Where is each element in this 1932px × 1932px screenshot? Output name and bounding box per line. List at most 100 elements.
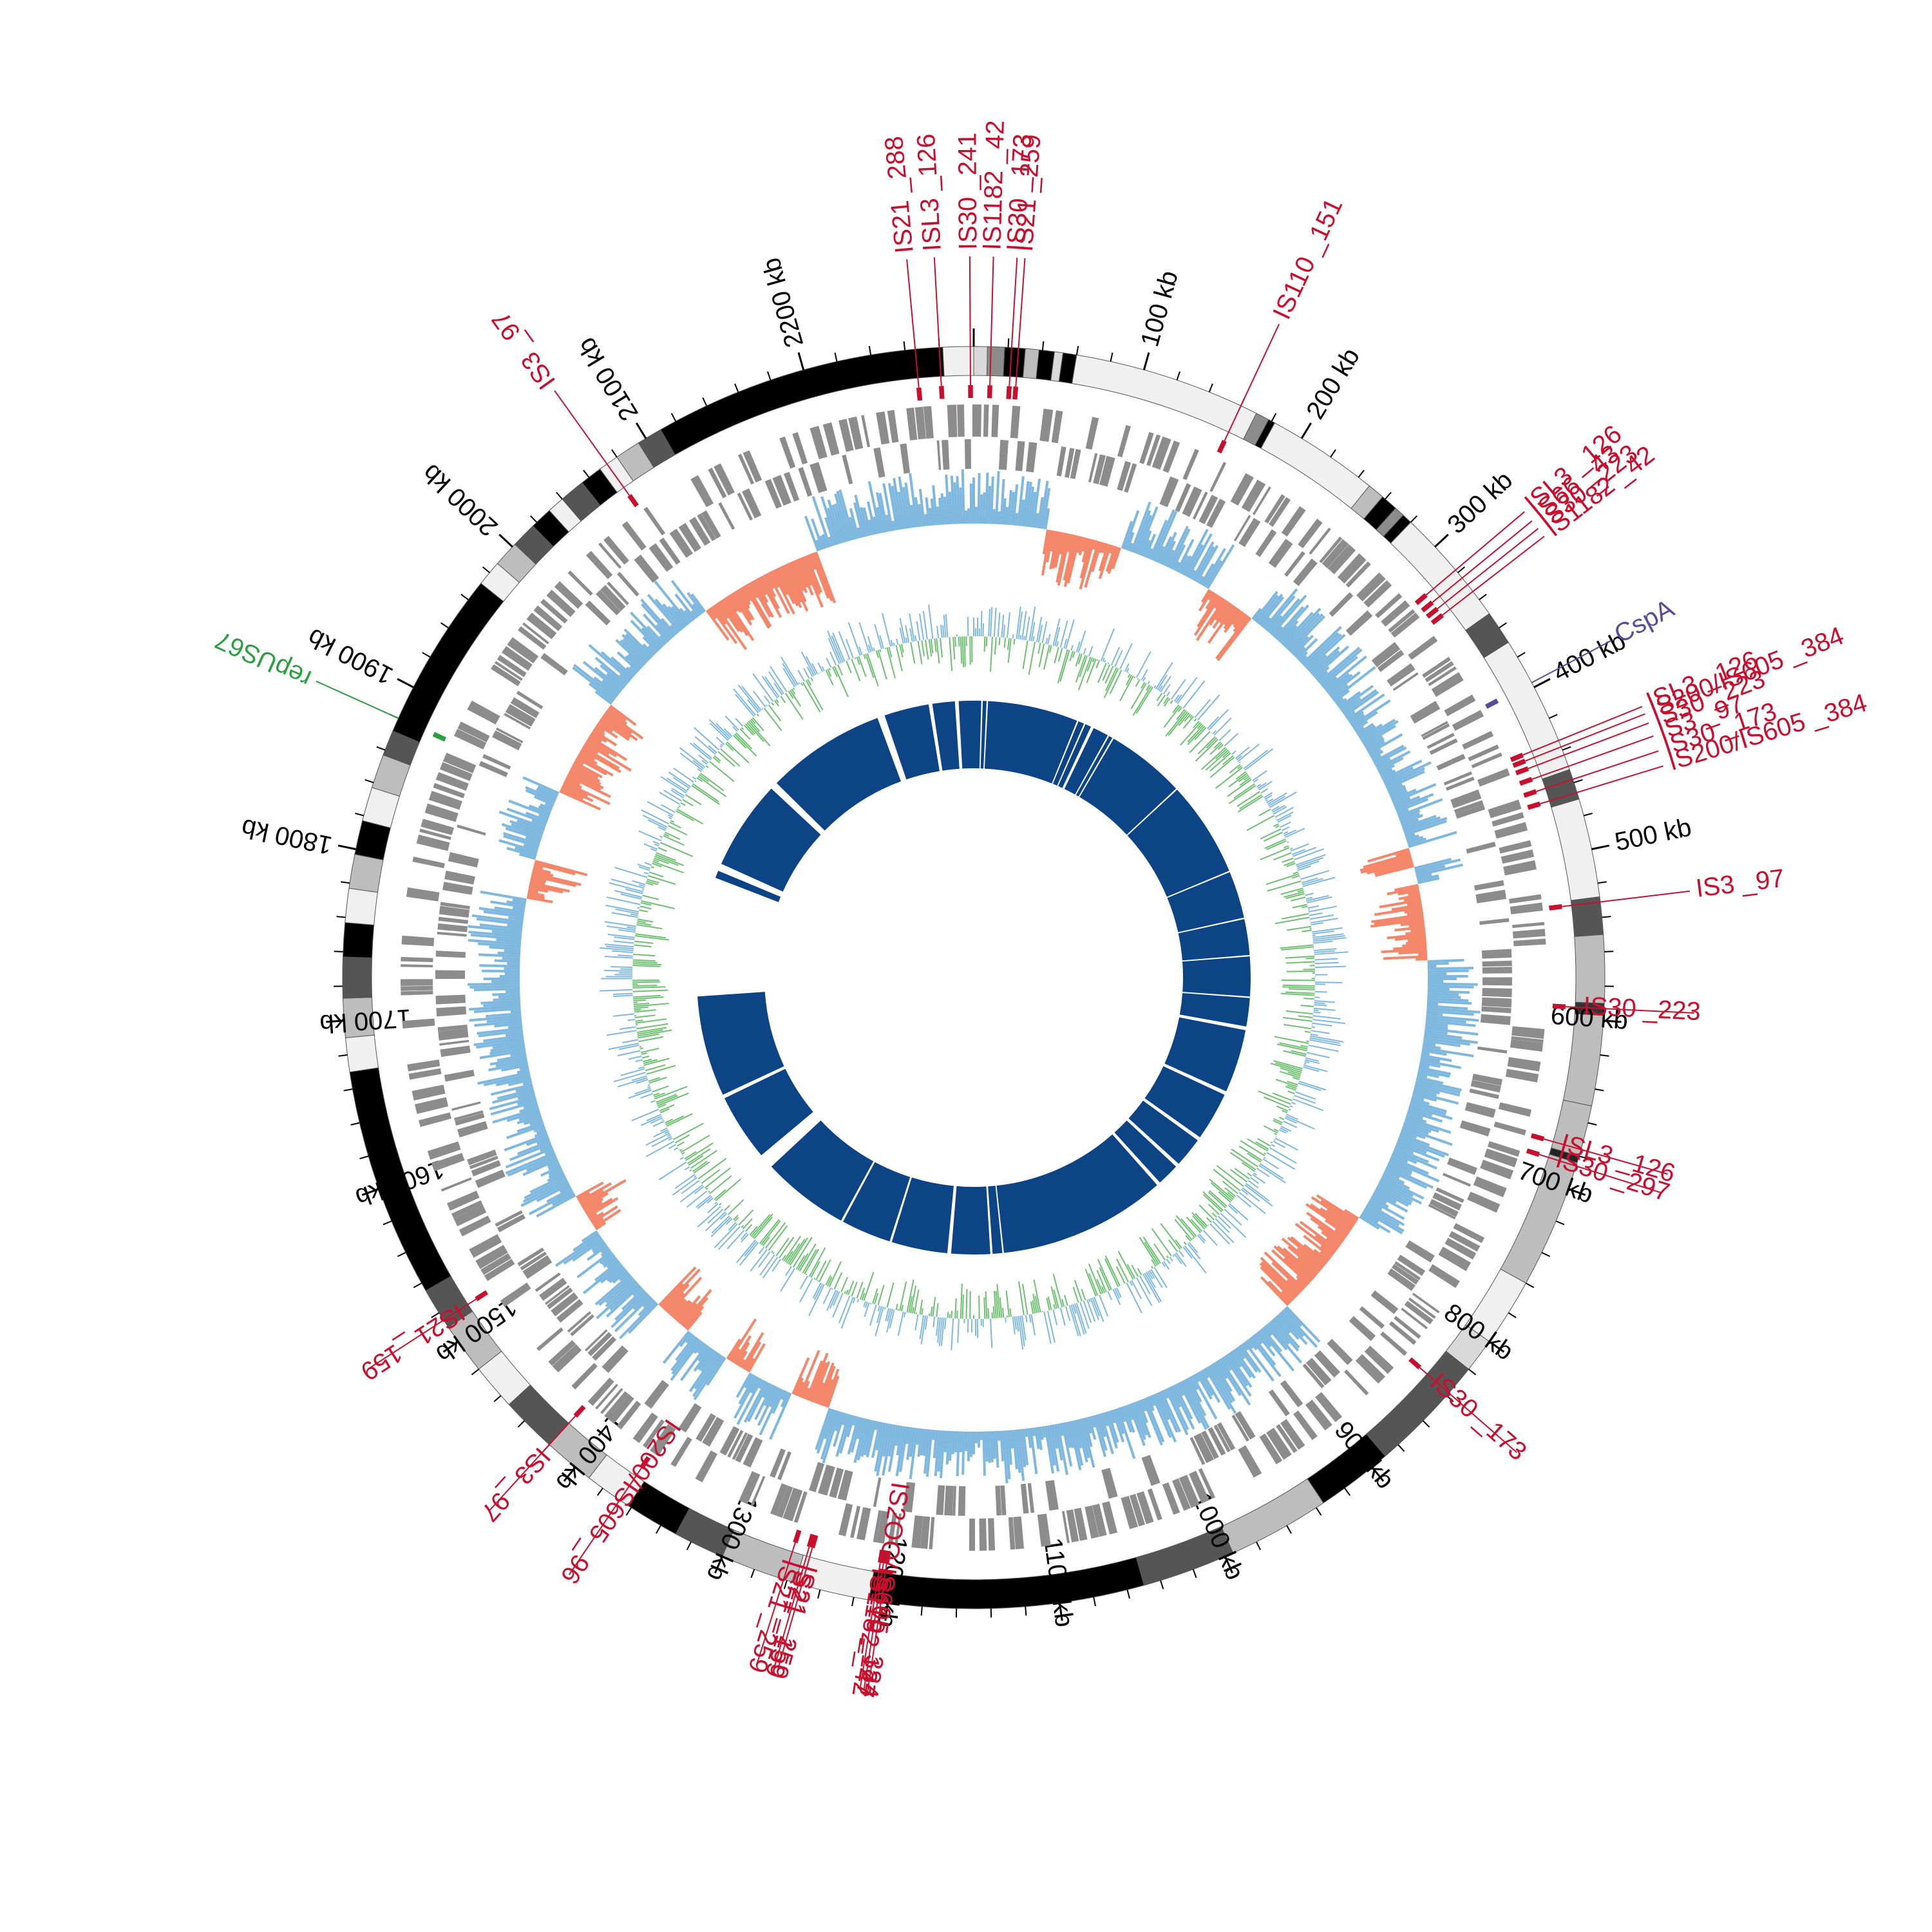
gc-skew-bar	[505, 827, 542, 841]
gc-content-bar	[945, 614, 949, 638]
gc-skew-bar	[876, 1423, 889, 1477]
gc-skew-bar	[547, 1171, 565, 1182]
gc-content-bar	[1088, 1273, 1099, 1296]
cds-feature	[482, 753, 511, 770]
gc-skew-bar	[1308, 654, 1327, 672]
gc-skew-bar	[1068, 1421, 1082, 1471]
gc-content-bar	[750, 1249, 768, 1272]
gc-skew-bar	[1083, 1417, 1093, 1447]
gc-skew-bar	[1416, 873, 1432, 880]
label-leader-line	[1540, 765, 1664, 805]
gc-content-bar	[732, 726, 738, 732]
cds-feature	[1505, 1068, 1539, 1083]
gc-skew-bar	[474, 987, 520, 992]
gc-content-bar	[1286, 862, 1296, 867]
gc-skew-bar	[1218, 603, 1234, 624]
gc-skew-bar	[1273, 1245, 1313, 1282]
gc-content-bar	[805, 1273, 808, 1276]
gc-content-bar	[1300, 1005, 1314, 1007]
gc-skew-bar	[1377, 1183, 1413, 1203]
gc-content-bar	[1202, 1194, 1223, 1213]
gc-content-bar	[1007, 638, 1012, 663]
gc-content-bar	[640, 1047, 659, 1054]
gc-skew-bar	[582, 1262, 622, 1294]
gc-content-bar	[1052, 618, 1061, 646]
cds-feature	[457, 721, 490, 743]
gc-skew-bar	[812, 552, 833, 601]
gc-skew-bar	[891, 520, 896, 531]
cds-feature	[902, 1482, 916, 1513]
cds-feature	[1099, 455, 1115, 487]
gc-content-bar	[1269, 1147, 1297, 1164]
cds-feature	[1428, 1204, 1456, 1220]
gc-skew-bar	[490, 900, 526, 909]
gc-content-bar	[632, 996, 664, 1000]
gc-content-bar	[1218, 729, 1231, 741]
label-leader-line	[554, 390, 630, 496]
cds-feature	[1422, 723, 1450, 741]
gc-content-bar	[1280, 1067, 1302, 1075]
gc-content-bar	[1153, 1243, 1166, 1261]
gc-content-bar	[714, 755, 721, 762]
gc-content-bar	[1028, 1314, 1032, 1323]
blast-block	[724, 1068, 813, 1155]
gc-skew-bar	[803, 556, 821, 595]
gc-content-bar	[1240, 1140, 1265, 1157]
gc-skew-bar	[803, 1387, 810, 1399]
scale-tick	[563, 1466, 576, 1482]
scale-tick	[702, 397, 708, 406]
blast-block	[1075, 735, 1113, 797]
gc-content-bar	[1034, 1296, 1039, 1313]
gc-content-bar	[1124, 663, 1130, 672]
gc-skew-bar	[1312, 645, 1350, 678]
cds-feature	[1345, 561, 1371, 588]
gc-skew-bar	[667, 605, 687, 628]
cds-feature	[969, 1518, 976, 1551]
gc-content-bar	[1109, 669, 1122, 694]
gc-skew-bar	[793, 560, 808, 588]
gc-content-bar	[1072, 1303, 1077, 1314]
gc-skew-bar	[1378, 1180, 1423, 1205]
gc-content-bar	[863, 1271, 875, 1302]
gc-skew-bar	[697, 1345, 710, 1362]
gc-skew-bar	[667, 1276, 703, 1315]
gc-skew-bar	[1340, 685, 1374, 711]
gc-skew-bar	[1059, 1423, 1064, 1436]
cds-feature	[454, 728, 487, 750]
gc-content-bar	[1095, 659, 1101, 668]
contig-segment	[942, 346, 974, 377]
gc-content-bar	[813, 1283, 824, 1300]
gc-content-bar	[797, 1253, 809, 1271]
scale-tick	[1578, 1155, 1588, 1160]
cds-feature	[1499, 840, 1532, 854]
cds-feature	[838, 1503, 853, 1537]
gc-content-bar	[1247, 1180, 1259, 1189]
gc-content-bar	[1209, 743, 1223, 755]
gc-skew-bar	[1293, 634, 1314, 656]
gc-content-bar	[660, 776, 687, 794]
gc-content-bar	[1038, 643, 1045, 668]
cds-feature	[1070, 449, 1081, 479]
gc-skew-bar	[1057, 533, 1072, 586]
is-element-mark	[1006, 386, 1012, 399]
gc-content-bar	[1012, 634, 1014, 639]
gc-skew-bar	[1401, 1126, 1453, 1146]
gc-skew-bar	[647, 645, 657, 655]
gc-skew-bar	[1021, 1428, 1029, 1466]
gc-skew-bar	[679, 1344, 708, 1381]
gc-content-bar	[838, 1295, 851, 1323]
gc-skew-bar	[1303, 1235, 1332, 1258]
gc-skew-bar	[625, 655, 641, 671]
cds-feature	[1066, 1509, 1079, 1542]
gc-content-bar	[693, 726, 720, 751]
gc-content-bar	[1282, 986, 1315, 989]
gc-content-bar	[1266, 840, 1287, 850]
gc-content-bar	[639, 905, 652, 910]
scale-tick	[1555, 1220, 1565, 1226]
gc-skew-bar	[654, 598, 683, 631]
gc-content-bar	[995, 1291, 999, 1318]
gc-content-bar	[1104, 665, 1114, 684]
gc-skew-bar	[1296, 638, 1318, 660]
gc-skew-bar	[614, 1290, 647, 1321]
gc-skew-bar	[1416, 958, 1428, 961]
